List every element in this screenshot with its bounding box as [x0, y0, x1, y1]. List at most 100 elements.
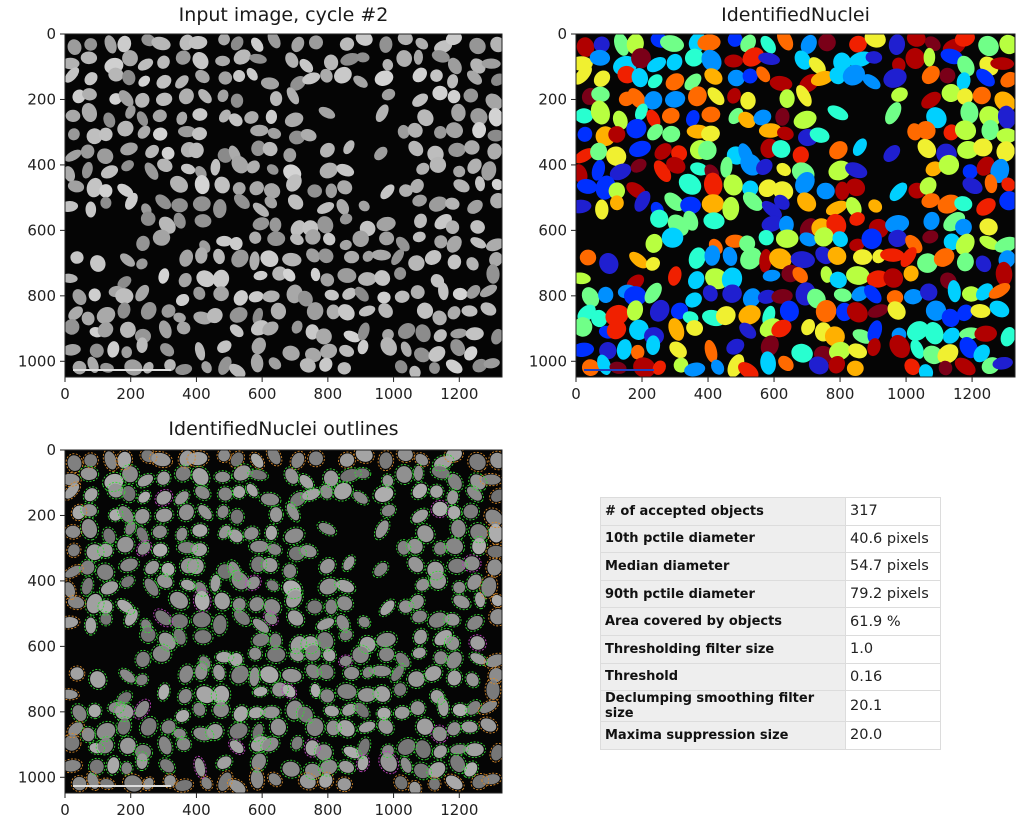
labeled-nucleus: [846, 302, 868, 323]
nucleus: [122, 466, 138, 483]
nucleus: [491, 328, 502, 345]
nucleus: [317, 202, 335, 214]
nucleus: [265, 109, 278, 124]
nucleus: [397, 323, 416, 339]
outlines-title: IdentifiedNuclei outlines: [168, 418, 399, 440]
labeled-nucleus: [905, 48, 925, 69]
labels-y-tick-label: 200: [538, 90, 567, 108]
input-x-tick-label: 200: [116, 385, 145, 403]
nucleus: [233, 290, 248, 306]
identified-nuclei-title: IdentifiedNuclei: [721, 4, 870, 26]
labeled-nucleus: [979, 218, 998, 236]
labeled-nucleus: [707, 87, 725, 106]
nucleus: [380, 184, 395, 200]
nucleus: [70, 251, 84, 264]
nucleus: [175, 779, 193, 792]
nucleus: [461, 305, 478, 317]
nucleus: [90, 255, 106, 272]
nucleus: [358, 616, 370, 628]
nucleus: [488, 107, 502, 127]
nucleus: [140, 627, 156, 642]
outlines-plot[interactable]: [65, 450, 502, 793]
labeled-nucleus: [701, 106, 721, 123]
outlines-x-tick-label: 200: [116, 801, 145, 819]
identified-nuclei-plot[interactable]: [576, 34, 1015, 377]
nucleus: [72, 360, 87, 375]
labeled-nucleus: [906, 34, 926, 47]
nucleus: [249, 251, 260, 271]
nucleus: [374, 686, 391, 702]
nucleus: [260, 250, 279, 268]
outlines-x-tick-label: 800: [314, 801, 343, 819]
nucleus: [490, 452, 502, 469]
nucleus: [136, 235, 150, 252]
measurement-label: Thresholding filter size: [600, 634, 846, 664]
nucleus: [445, 775, 463, 790]
input-image-plot[interactable]: [65, 34, 502, 377]
labeled-nucleus: [647, 74, 663, 89]
labeled-nucleus: [726, 338, 745, 355]
labeled-nucleus: [889, 182, 908, 202]
nucleus: [375, 520, 389, 539]
nucleus: [170, 591, 188, 609]
nucleus: [250, 124, 269, 137]
measurement-row: 10th pctile diameter 40.6 pixels: [600, 524, 941, 554]
nucleus: [486, 680, 500, 700]
nucleus: [119, 737, 136, 754]
labeled-nucleus: [846, 360, 864, 376]
labeled-nucleus: [818, 34, 836, 52]
nucleus: [270, 302, 287, 320]
nucleus: [85, 201, 97, 218]
nucleus: [270, 91, 283, 107]
nucleus: [124, 775, 143, 792]
nucleus: [122, 50, 138, 67]
nucleus: [376, 216, 396, 232]
nucleus: [396, 50, 413, 67]
nucleus: [285, 52, 299, 68]
nucleus: [433, 329, 447, 342]
labeled-nucleus: [978, 35, 999, 57]
labels-x-tick-label: 1000: [887, 385, 925, 403]
nucleus: [339, 37, 355, 51]
nucleus: [408, 255, 425, 271]
nucleus: [470, 220, 485, 234]
nucleus: [80, 467, 98, 481]
nucleus: [135, 92, 150, 108]
nucleus: [125, 105, 136, 119]
labeled-nucleus: [777, 34, 794, 51]
labeled-nucleus: [1000, 71, 1015, 88]
nucleus: [100, 196, 112, 209]
nucleus: [180, 163, 196, 175]
nucleus: [409, 365, 421, 377]
nucleus: [217, 756, 232, 770]
nucleus: [358, 305, 376, 317]
labeled-nucleus: [833, 288, 852, 302]
nucleus: [412, 93, 429, 107]
nucleus: [138, 75, 151, 87]
nucleus: [117, 536, 134, 553]
nucleus: [479, 284, 498, 298]
measurement-row: Thresholding filter size 1.0: [600, 634, 941, 664]
nucleus: [251, 337, 266, 355]
labeled-nucleus: [609, 361, 627, 374]
labeled-nucleus: [740, 91, 756, 110]
nucleus: [214, 176, 230, 194]
outlines-x-tick-label: 400: [182, 801, 211, 819]
nucleus: [466, 257, 479, 271]
nucleus: [408, 556, 424, 573]
nucleus: [337, 180, 353, 195]
outlines-y-tick-label: 800: [27, 703, 56, 721]
nucleus: [450, 328, 468, 339]
nucleus: [414, 213, 427, 229]
nucleus: [67, 39, 82, 55]
nucleus: [412, 509, 429, 523]
labeled-nucleus: [576, 272, 591, 285]
nucleus: [193, 286, 206, 300]
nucleus: [355, 450, 373, 462]
nucleus: [267, 647, 286, 663]
nucleus: [135, 284, 150, 302]
measurement-value: 54.7 pixels: [845, 552, 941, 581]
nucleus: [490, 609, 502, 625]
nucleus: [424, 250, 442, 265]
nucleus: [121, 160, 134, 172]
